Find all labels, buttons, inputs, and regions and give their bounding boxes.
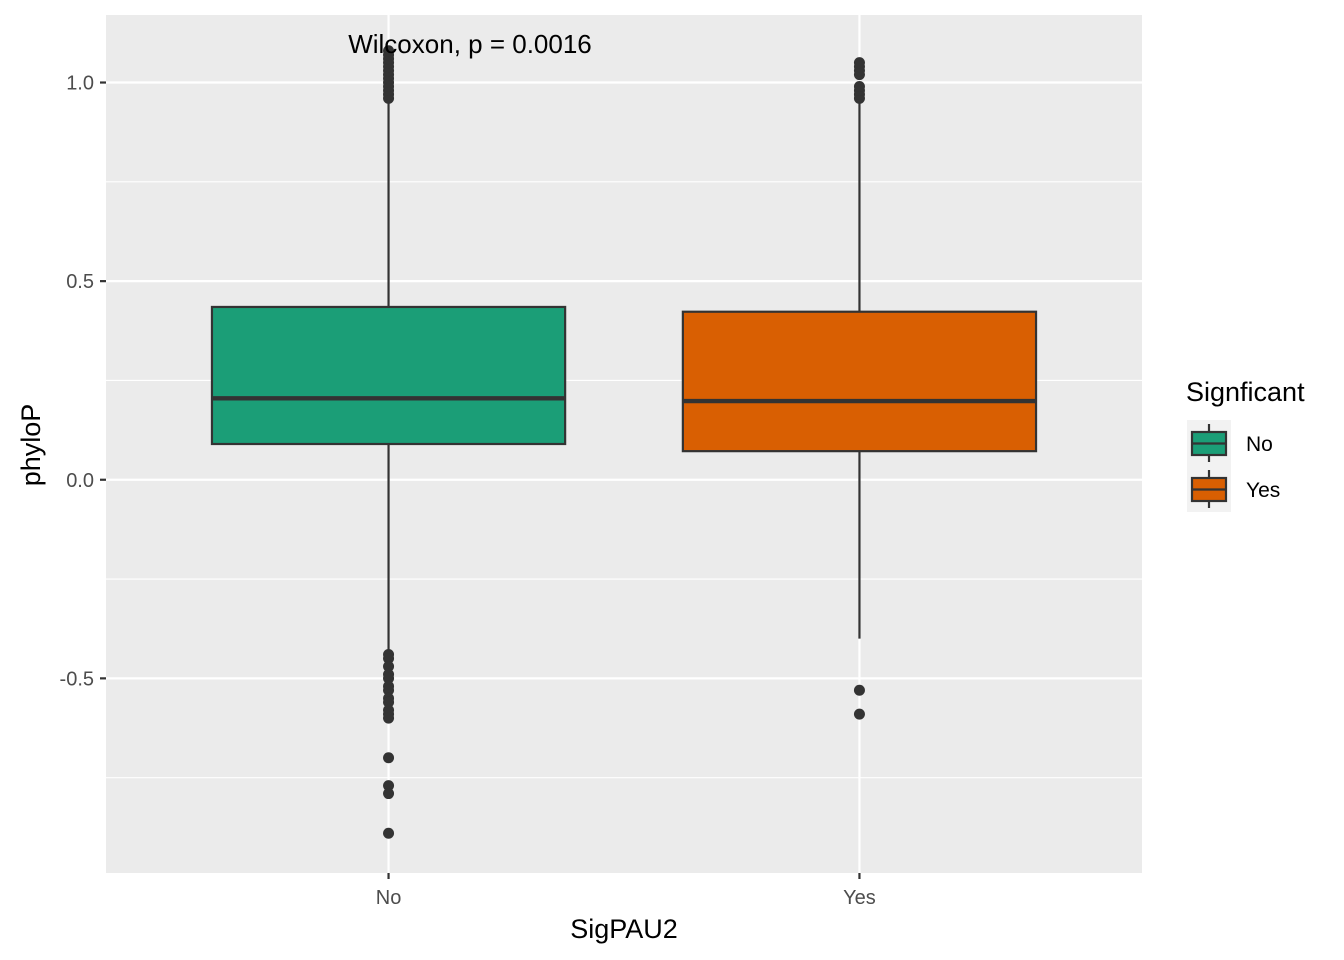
outlier-point <box>853 708 865 720</box>
box-no <box>210 45 567 839</box>
legend-key-no <box>1187 420 1231 466</box>
outlier-point <box>383 780 395 792</box>
y-axis-title: phyloP <box>16 404 46 487</box>
x-tick-label: No <box>376 887 402 909</box>
outlier-point <box>383 696 395 708</box>
x-tick-label: Yes <box>843 887 876 909</box>
outlier-point <box>383 660 395 672</box>
y-tick-label: 1.0 <box>66 73 94 95</box>
outlier-point <box>383 653 395 664</box>
y-tick-label: -0.5 <box>60 668 94 690</box>
y-tick-label: 0.0 <box>66 470 94 492</box>
outlier-point <box>853 81 865 92</box>
outlier-point <box>853 684 865 696</box>
outlier-point <box>383 712 395 724</box>
legend-label: No <box>1246 433 1273 456</box>
outlier-point <box>853 57 865 69</box>
outlier-point <box>383 672 395 684</box>
outlier-point <box>383 45 395 57</box>
x-axis: No Yes <box>376 873 876 909</box>
box-iqr <box>210 305 567 446</box>
y-axis: -0.5 0.0 0.5 1.0 <box>60 73 106 690</box>
outlier-point <box>383 788 395 800</box>
outlier-point <box>383 752 395 764</box>
legend-label: Yes <box>1246 479 1280 502</box>
annotation-text: Wilcoxon, p = 0.0016 <box>348 29 592 59</box>
legend-key-yes <box>1187 466 1231 512</box>
legend: Signficant No Yes <box>1186 377 1305 512</box>
x-axis-title: SigPAU2 <box>570 914 678 944</box>
y-tick-label: 0.5 <box>66 271 94 293</box>
outlier-point <box>383 827 395 839</box>
box-yes <box>681 57 1038 720</box>
box-iqr <box>681 310 1038 453</box>
outlier-point <box>383 684 395 696</box>
legend-title: Signficant <box>1186 377 1305 407</box>
boxes-layer <box>210 45 1038 839</box>
